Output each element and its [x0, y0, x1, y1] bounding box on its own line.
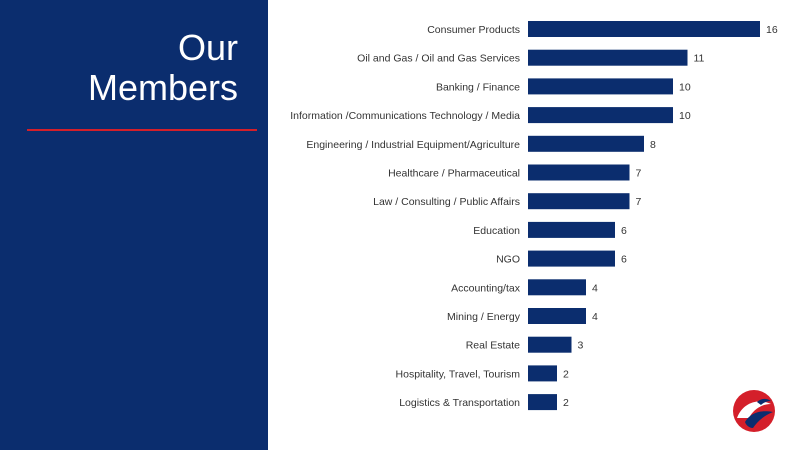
- category-label: Logistics & Transportation: [399, 397, 520, 409]
- category-label: Healthcare / Pharmaceutical: [388, 168, 520, 180]
- value-label: 6: [621, 254, 627, 266]
- category-label: Engineering / Industrial Equipment/Agric…: [306, 139, 520, 151]
- category-label: Consumer Products: [427, 24, 520, 36]
- bar: [528, 336, 572, 353]
- eagle-logo-icon: [733, 390, 775, 432]
- category-label: Accounting/tax: [451, 282, 521, 294]
- bar: [528, 193, 630, 210]
- value-label: 3: [578, 340, 584, 352]
- category-label: Real Estate: [466, 340, 520, 352]
- bar: [528, 78, 673, 95]
- value-label: 4: [592, 282, 598, 294]
- bar: [528, 250, 615, 267]
- title-panel: Our Members: [0, 0, 268, 450]
- bar: [528, 164, 630, 181]
- value-label: 8: [650, 139, 656, 151]
- value-label: 11: [694, 53, 705, 65]
- value-label: 2: [563, 397, 569, 409]
- bar: [528, 221, 615, 238]
- category-label: Education: [473, 225, 520, 237]
- page-title-line-2: Members: [87, 67, 238, 108]
- category-label: Mining / Energy: [447, 311, 521, 323]
- bar: [528, 135, 644, 152]
- value-label: 6: [621, 225, 627, 237]
- value-label: 7: [636, 196, 642, 208]
- value-label: 4: [592, 311, 598, 323]
- value-label: 10: [679, 110, 691, 122]
- category-label: Oil and Gas / Oil and Gas Services: [357, 53, 520, 65]
- category-label: Hospitality, Travel, Tourism: [396, 368, 521, 380]
- value-label: 10: [679, 81, 691, 93]
- value-label: 2: [563, 368, 569, 380]
- bar: [528, 21, 760, 37]
- bar: [528, 279, 586, 296]
- members-bar-chart: Consumer Products 16 Oil and Gas / Oil and…: [290, 21, 778, 411]
- page-title-line-1: Our: [177, 27, 238, 68]
- bar: [528, 107, 673, 124]
- page-title: Our Members: [88, 28, 238, 108]
- bar: [528, 308, 586, 324]
- category-label: NGO: [496, 254, 520, 266]
- bar: [528, 49, 688, 66]
- category-label: Law / Consulting / Public Affairs: [373, 196, 520, 208]
- category-label: Information /Communications Technology /…: [290, 110, 520, 122]
- bar: [528, 394, 557, 411]
- title-underline-divider: [27, 129, 257, 131]
- value-label: 7: [636, 168, 642, 180]
- value-label: 16: [766, 24, 778, 36]
- bar: [528, 365, 557, 382]
- category-label: Banking / Finance: [436, 81, 520, 93]
